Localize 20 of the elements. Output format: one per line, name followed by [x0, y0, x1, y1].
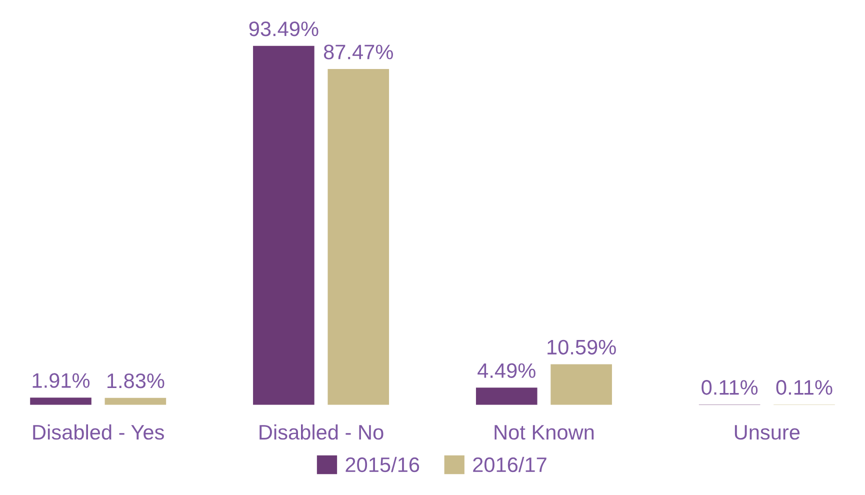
bar [550, 364, 612, 405]
data-label: 4.49% [478, 363, 536, 378]
x-tick-label: Not Known [494, 425, 594, 440]
data-label: 1.91% [32, 373, 90, 388]
x-tick-label: Disabled - No [260, 424, 384, 440]
bar [30, 398, 92, 405]
x-tick-label: Disabled - Yes [33, 424, 164, 440]
data-label: 0.11% [702, 380, 758, 395]
legend-label: 2015/16 [346, 456, 420, 472]
legend-label: 2016/17 [473, 456, 546, 472]
data-label: 93.49% [249, 21, 318, 36]
x-tick-label: Unsure [734, 425, 800, 440]
data-label: 87.47% [324, 44, 393, 60]
bar [476, 388, 538, 405]
bar [328, 69, 390, 405]
data-label: 10.59% [548, 340, 616, 355]
bar [253, 46, 314, 405]
bar [104, 398, 166, 405]
data-label: 1.83% [107, 373, 164, 388]
data-label: 0.11% [776, 380, 832, 395]
